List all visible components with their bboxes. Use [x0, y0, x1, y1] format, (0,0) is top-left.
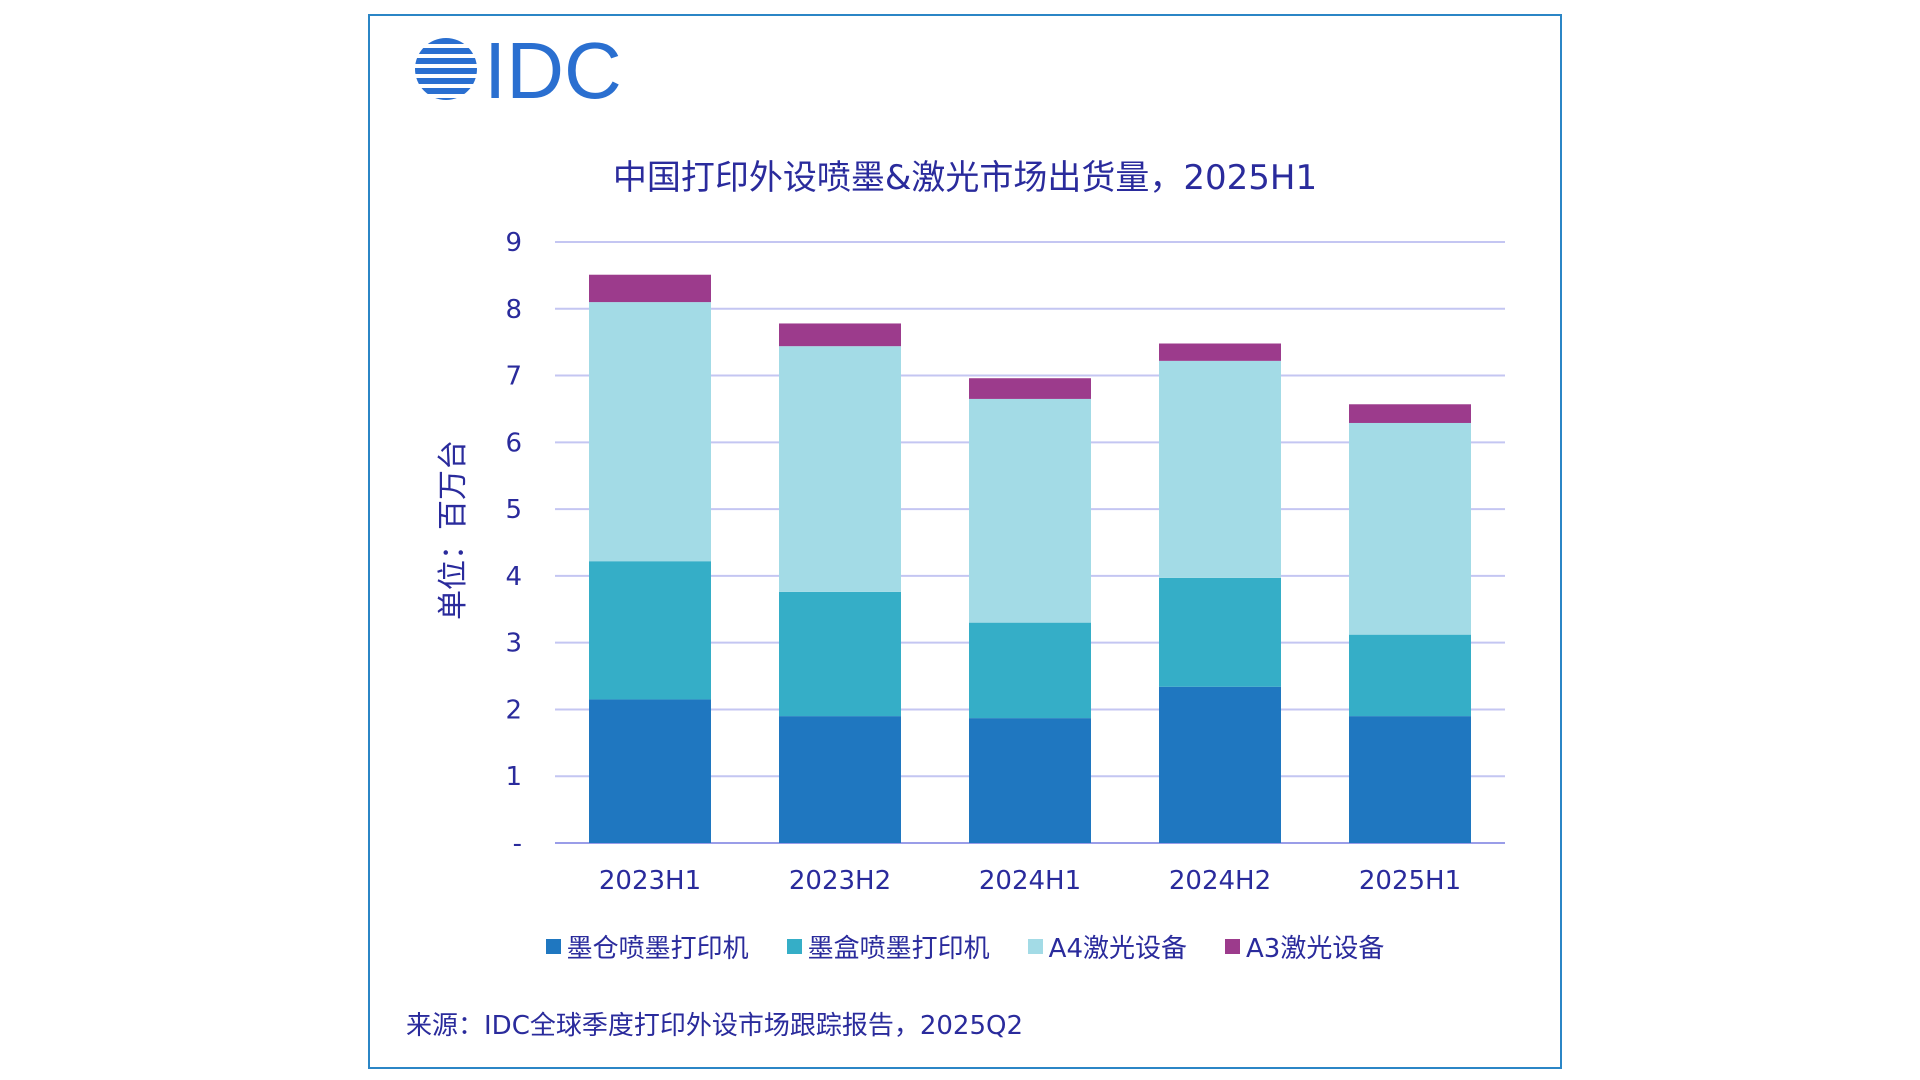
x-tick-label: 2024H1: [979, 866, 1081, 896]
y-tick-label: 5: [505, 495, 522, 525]
bar-segment: [589, 561, 711, 700]
idc-logo-mark: IDC: [415, 26, 622, 115]
bar-segment: [1159, 686, 1281, 843]
chart-title: 中国打印外设喷墨&激光市场出货量，2025H1: [612, 158, 1318, 198]
y-tick-label: 7: [505, 362, 522, 392]
x-tick-label: 2023H1: [599, 866, 701, 896]
y-tick-label: 2: [505, 695, 522, 725]
legend-label: 墨仓喷墨打印机: [566, 934, 749, 964]
y-tick-label: 1: [505, 762, 522, 792]
legend-item: 墨盒喷墨打印机: [786, 928, 990, 965]
bar-segment: [779, 716, 901, 843]
bar-segment: [1159, 360, 1281, 578]
y-tick-label: 6: [505, 428, 522, 458]
bar-segment: [589, 302, 711, 562]
bar-segment: [1159, 577, 1281, 687]
bar-segment: [969, 378, 1091, 399]
legend-swatch: [786, 939, 802, 954]
legend-swatch: [1027, 939, 1043, 954]
idc-logo: IDC: [414, 26, 624, 115]
y-tick-labels: - 1 2 3 4 5 6 7 8 9: [505, 228, 522, 859]
bar-segment: [1159, 343, 1281, 361]
x-tick-label: 2025H1: [1359, 866, 1461, 896]
source-note: 来源：IDC全球季度打印外设市场跟踪报告，2025Q2: [406, 1011, 1024, 1041]
x-tick-label: 2023H2: [789, 866, 891, 896]
bar-segment: [1349, 634, 1471, 717]
bar-segment: [779, 346, 901, 592]
legend-swatch: [545, 939, 561, 954]
bar-segment: [1349, 404, 1471, 423]
x-tick-labels: 2023H1 2023H2 2024H1 2024H2 2025H1: [599, 866, 1461, 896]
legend-label: A3激光设备: [1246, 934, 1385, 964]
bar-segment: [969, 718, 1091, 843]
bar-segment: [589, 274, 711, 303]
bar-segment: [1349, 716, 1471, 843]
bar-segment: [969, 398, 1091, 623]
bar-segment: [589, 699, 711, 843]
legend-swatch: [1225, 939, 1241, 954]
legend: 墨仓喷墨打印机 墨盒喷墨打印机 A4激光设备 A3激光设备: [368, 928, 1562, 965]
bar-segment: [779, 591, 901, 717]
logo-text: IDC: [484, 32, 622, 106]
y-tick-label: 4: [505, 562, 522, 592]
y-tick-label: 9: [505, 228, 522, 258]
legend-item: A3激光设备: [1225, 928, 1384, 965]
legend-item: 墨仓喷墨打印机: [545, 928, 749, 965]
bar-segment: [779, 323, 901, 347]
x-tick-label: 2024H2: [1169, 866, 1271, 896]
bars: [589, 274, 1471, 843]
bar-segment: [1349, 422, 1471, 635]
y-tick-label: 3: [505, 629, 522, 659]
legend-label: A4激光设备: [1048, 934, 1188, 964]
y-tick-label: 8: [505, 295, 522, 325]
y-tick-label: -: [513, 829, 522, 859]
legend-label: 墨盒喷墨打印机: [807, 934, 990, 964]
bar-segment: [969, 622, 1091, 719]
legend-item: A4激光设备: [1027, 928, 1188, 965]
